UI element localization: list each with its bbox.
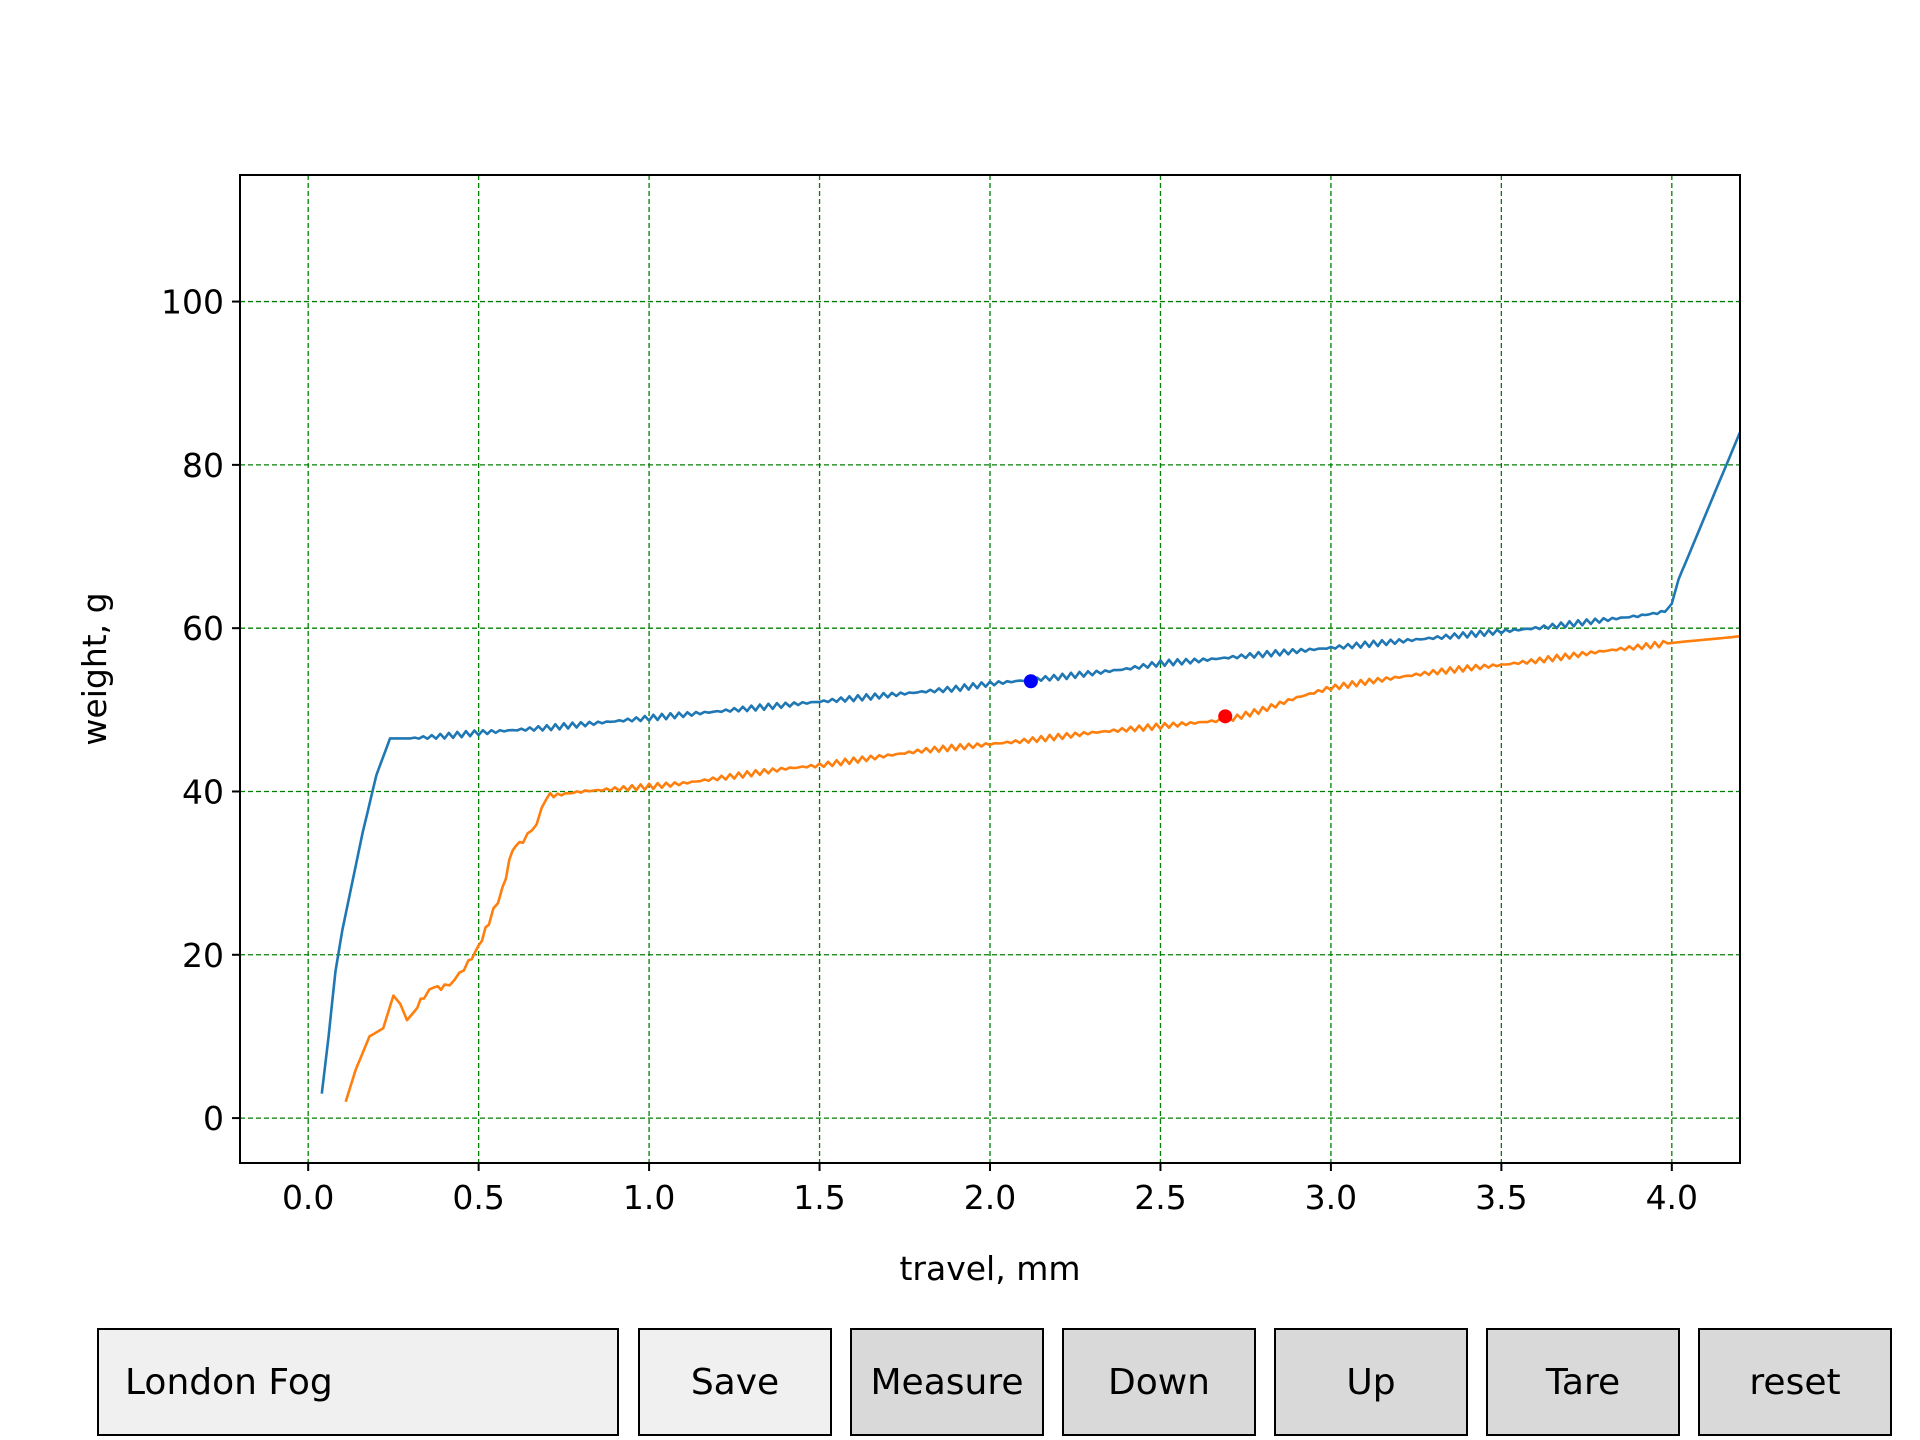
- y-tick-label: 40: [182, 772, 224, 811]
- down-button[interactable]: Down: [1062, 1328, 1256, 1436]
- data-markers: [1023, 674, 1233, 724]
- y-axis-label: weight, g: [75, 592, 114, 745]
- x-tick-label: 1.5: [793, 1178, 845, 1217]
- weight-travel-chart: 0.0 0.5 1.0 1.5 2.0 2.5 3.0 3.5 4.0020406080100 …: [75, 174, 1742, 1288]
- x-tick-label: 3.0: [1305, 1178, 1357, 1217]
- sample-name-input[interactable]: London Fog: [97, 1328, 619, 1436]
- x-tick-label: 4.0: [1646, 1178, 1698, 1217]
- y-tick-label: 0: [203, 1099, 224, 1138]
- x-axis-label: travel, mm: [899, 1249, 1080, 1288]
- y-tick-label: 80: [182, 446, 224, 485]
- x-tick-label: 2.0: [964, 1178, 1016, 1217]
- series-line-2: [344, 635, 1741, 1103]
- x-tick-label: 0.5: [452, 1178, 504, 1217]
- x-tick-label: 0.0: [282, 1178, 334, 1217]
- grid-lines: [240, 175, 1740, 1163]
- x-tick-label: 1.0: [623, 1178, 675, 1217]
- series-line-1: [320, 431, 1742, 1094]
- y-tick-label: 100: [161, 283, 224, 322]
- data-series: [320, 431, 1742, 1103]
- tare-button[interactable]: Tare: [1486, 1328, 1680, 1436]
- y-tick-label: 20: [182, 936, 224, 975]
- measure-button[interactable]: Measure: [850, 1328, 1044, 1436]
- marker-point-1: [1023, 674, 1038, 689]
- x-tick-label: 2.5: [1134, 1178, 1186, 1217]
- up-button[interactable]: Up: [1274, 1328, 1468, 1436]
- y-tick-label: 60: [182, 609, 224, 648]
- axis-ticks: 0.0 0.5 1.0 1.5 2.0 2.5 3.0 3.5 4.0 0 20 40 60 80 100: [161, 283, 1698, 1217]
- save-button[interactable]: Save: [638, 1328, 832, 1436]
- marker-point-2: [1218, 709, 1233, 724]
- x-tick-label: 3.5: [1475, 1178, 1527, 1217]
- reset-button[interactable]: reset: [1698, 1328, 1892, 1436]
